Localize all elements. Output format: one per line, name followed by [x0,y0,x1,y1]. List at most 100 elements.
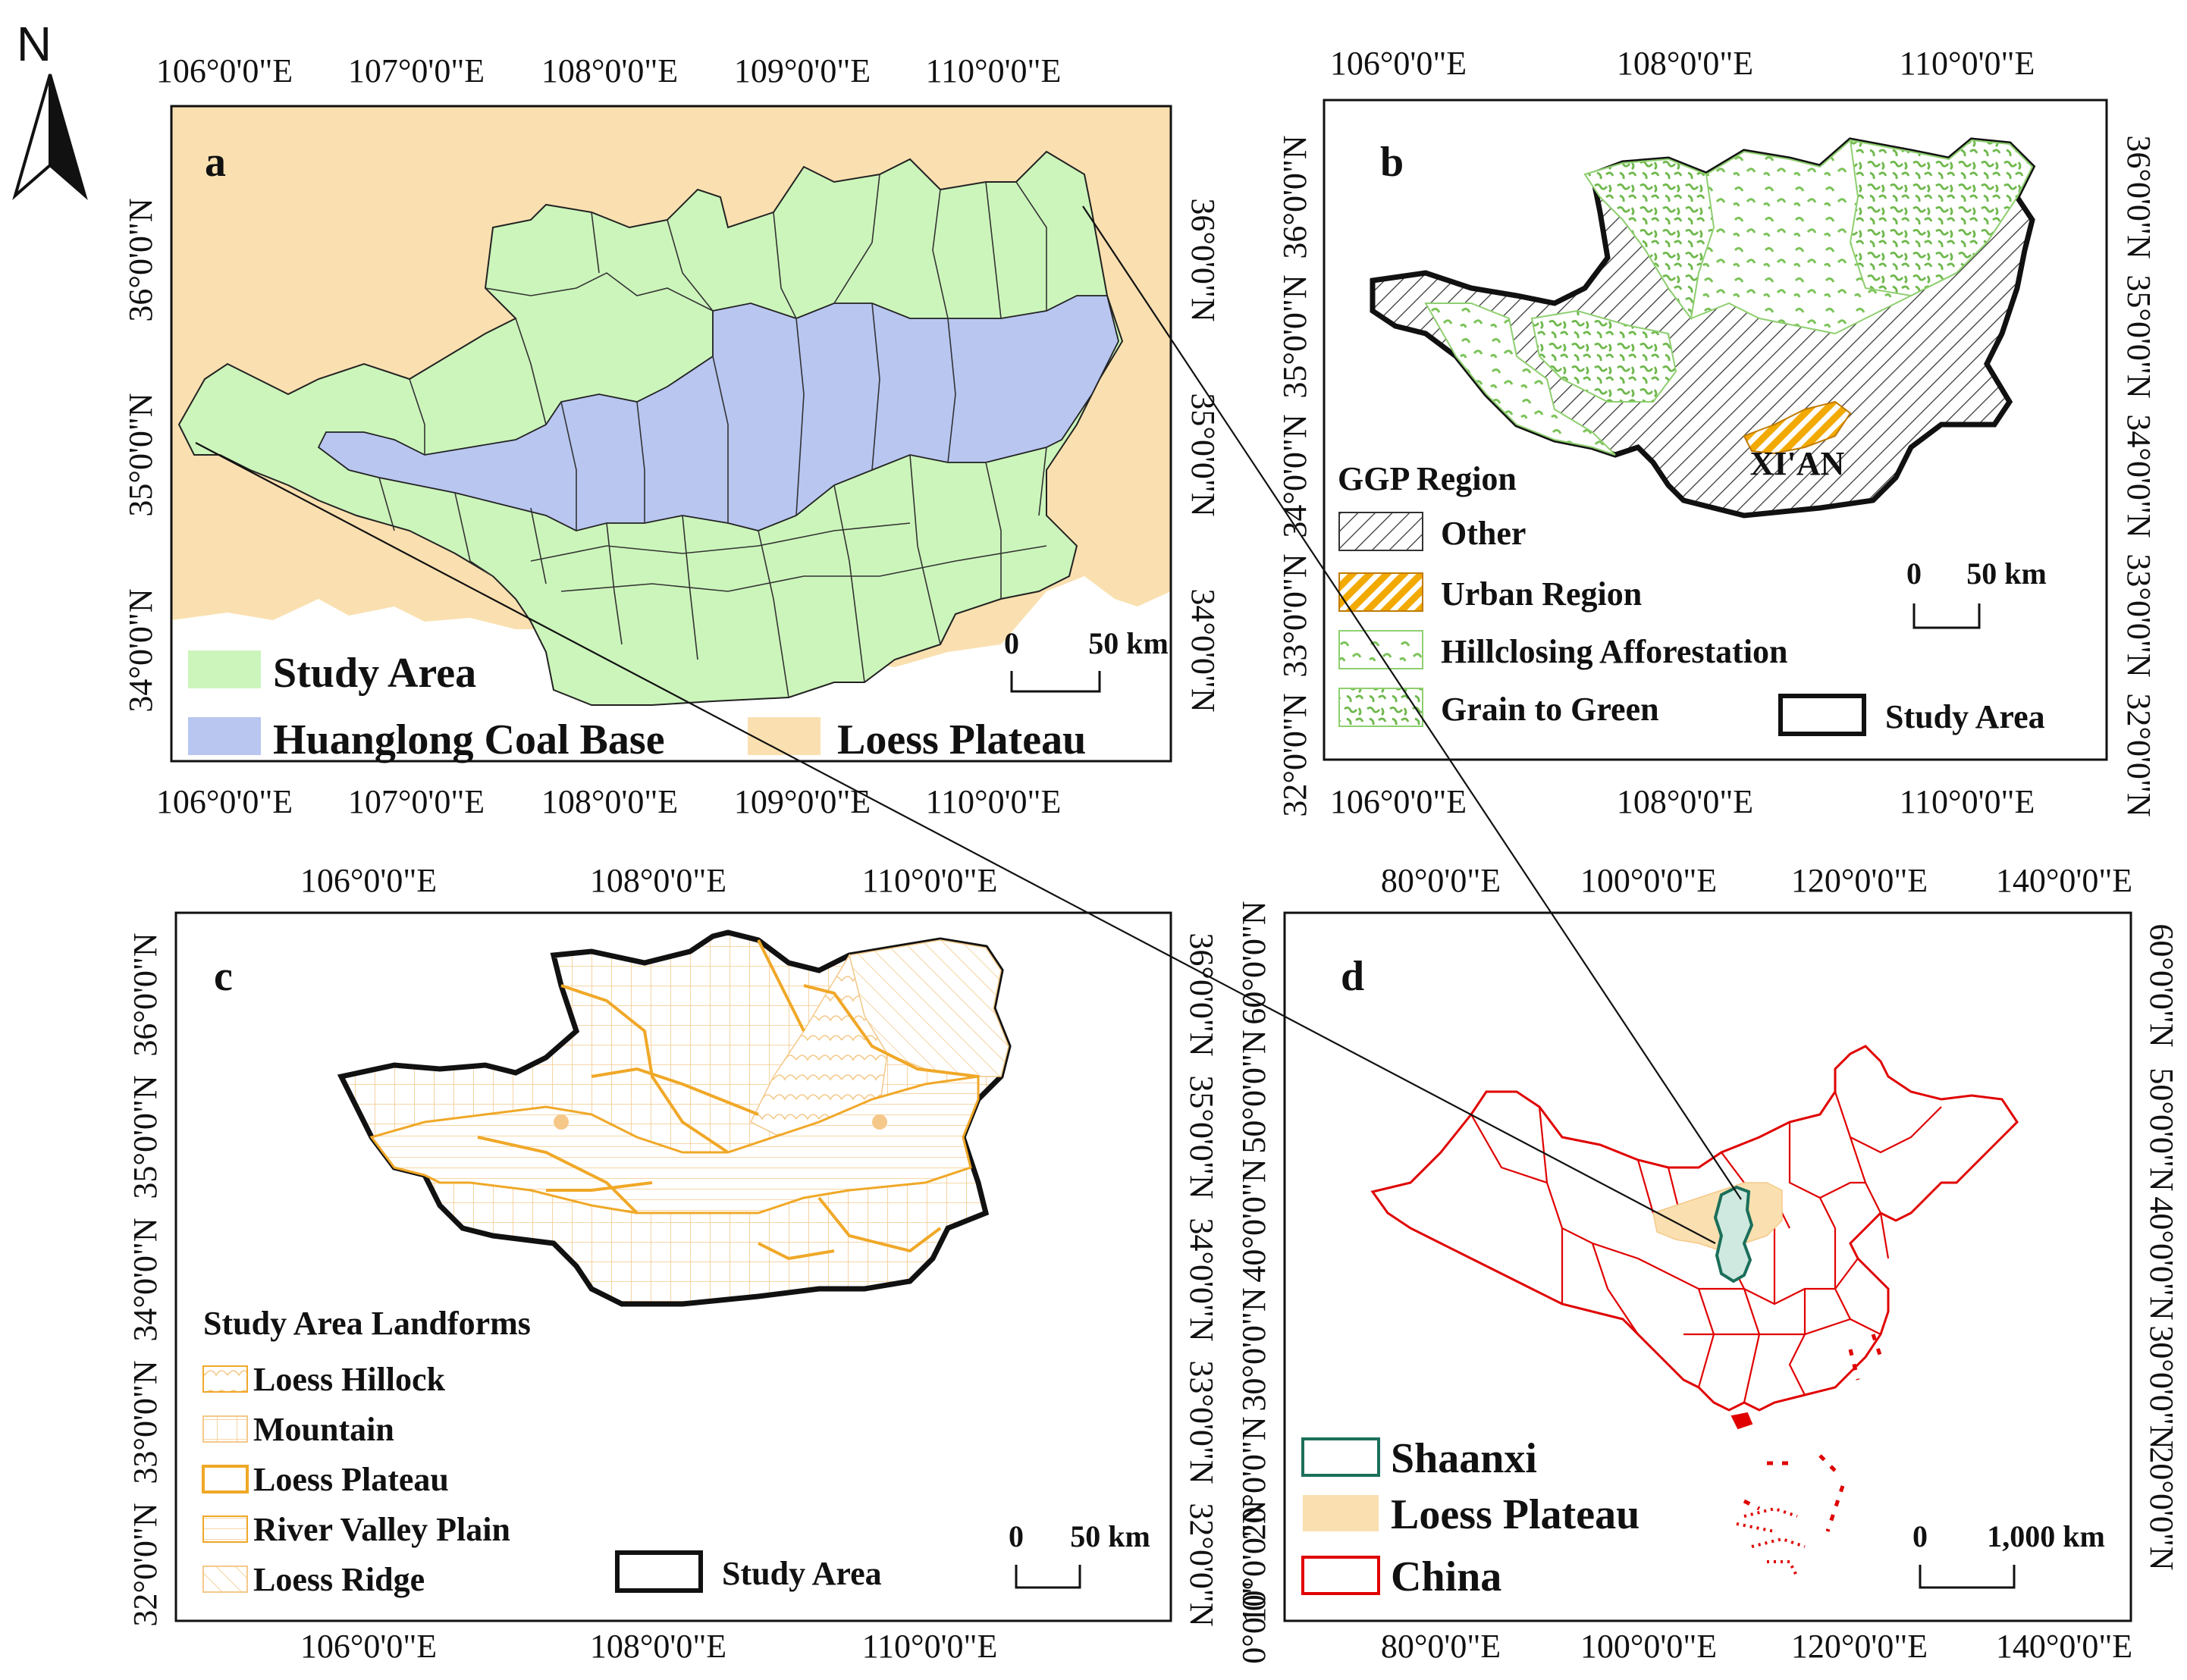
scale-a-bar [1010,671,1101,693]
legend-b-grain-green-label: Grain to Green [1441,691,1659,728]
connector-line-upper [1082,205,1742,1200]
tick-b-right-32: 32°0'0"N [2120,693,2157,816]
legend-c-valley-swatch [202,1515,248,1543]
tick-a-bottom-106: 106°0'0"E [156,783,293,820]
tick-b-left-33: 33°0'0"N [1276,553,1313,677]
panel-a: a Study Area Huanglong Coal Base Loess P… [122,52,1222,820]
north-arrow: N [12,17,88,200]
tick-b-left-34: 34°0'0"N [1276,414,1313,538]
tick-c-left-34: 34°0'0"N [127,1218,164,1341]
legend-d-china-label: China [1391,1553,1501,1600]
panel-b-afforestation-west [1424,302,1616,456]
tick-b-top-110: 110°0'0"E [1900,45,2035,82]
tick-c-right-35: 35°0'0"N [1183,1075,1220,1199]
tick-a-bottom-110: 110°0'0"E [926,783,1062,820]
tick-a-top-107: 107°0'0"E [348,52,485,89]
tick-d-left-40: 40°0'0"N [1235,1158,1272,1282]
legend-b-urban-swatch [1338,572,1423,612]
legend-b-study-area-label: Study Area [1885,698,2045,735]
panel-c-dot-east [872,1114,887,1130]
tick-c-left-32: 32°0'0"N [127,1503,164,1626]
legend-c-hillock-label: Loess Hillock [253,1361,446,1398]
tick-d-top-120: 120°0'0"E [1791,862,1928,899]
tick-c-left-35: 35°0'0"N [127,1075,164,1199]
panel-b-label: b [1380,139,1404,186]
tick-d-right-50: 50°0'0"N [2143,1067,2180,1191]
panel-d-islands [1743,1334,1883,1532]
legend-d-china-swatch [1301,1556,1380,1595]
tick-b-top-108: 108°0'0"E [1617,45,1753,82]
panel-d-label: d [1341,953,1364,1000]
legend-b-study-area-swatch [1778,694,1866,736]
tick-a-top-106: 106°0'0"E [156,52,293,89]
legend-c-ridge-swatch [202,1566,248,1593]
tick-d-right-40: 40°0'0"N [2143,1196,2180,1320]
tick-b-bottom-108: 108°0'0"E [1617,783,1753,820]
tick-b-right-33: 33°0'0"N [2120,553,2157,677]
legend-c-ridge-label: Loess Ridge [253,1561,425,1598]
tick-c-left-33: 33°0'0"N [127,1360,164,1484]
panel-b-urban-xian [1743,400,1852,455]
tick-b-left-32: 32°0'0"N [1276,693,1313,816]
panel-a-county-lines [378,174,1047,698]
tick-d-left-10: 10°0'0"N [1235,1500,1272,1623]
tick-a-bottom-109: 109°0'0"E [734,783,871,820]
tick-c-top-108: 108°0'0"E [590,862,726,899]
legend-a-loess-label: Loess Plateau [837,716,1086,763]
scale-d-zero: 0 [1912,1519,1928,1553]
legend-b-grain-green-swatch [1338,688,1423,727]
tick-c-right-33: 33°0'0"N [1183,1360,1220,1484]
tick-b-top-106: 106°0'0"E [1330,45,1467,82]
legend-a-coal-base-swatch [188,717,261,755]
tick-d-bottom-80: 80°0'0"E [1381,1628,1501,1665]
tick-a-left-36: 36°0'0"N [122,198,159,321]
tick-d-bottom-100: 100°0'0"E [1580,1628,1717,1665]
scale-c-zero: 0 [1009,1519,1024,1553]
scale-a-zero: 0 [1004,626,1019,660]
panel-a-label: a [205,139,226,186]
panel-d-shaanxi [1713,1185,1754,1284]
scale-d-bar [1919,1565,2016,1589]
panel-c-loess-plateau-lines [477,939,979,1261]
city-label-xian: XI'AN [1750,445,1845,482]
panel-d: d Shaanxi Loess Plateau China 0 1,000 km… [1235,862,2180,1665]
north-arrow-right-half [49,74,88,200]
tick-a-left-35: 35°0'0"N [122,393,159,516]
tick-c-bottom-110: 110°0'0"E [862,1628,998,1665]
tick-d-top-100: 100°0'0"E [1580,862,1717,899]
tick-d-right-20: 20°0'0"N [2143,1446,2180,1570]
legend-d-shaanxi-swatch [1301,1437,1380,1477]
legend-c-mountain-swatch [202,1415,248,1443]
tick-d-left-20: 20°0'0"N [1235,1416,1272,1540]
legend-b-afforestation-swatch [1338,630,1423,669]
legend-c-valley-label: River Valley Plain [253,1511,510,1548]
panel-b-grain-green-west [1530,309,1677,403]
tick-d-left-0: 0°0'0" [1235,1581,1272,1663]
legend-c-mountain-label: Mountain [253,1411,394,1448]
panel-d-province-lines [1470,1091,1942,1403]
tick-c-bottom-108: 108°0'0"E [590,1628,726,1665]
panel-c-dot-west [554,1114,569,1130]
north-label: N [17,17,52,71]
tick-d-left-60: 60°0'0"N [1235,901,1272,1024]
legend-c-plateau-swatch [202,1465,249,1494]
tick-d-top-80: 80°0'0"E [1381,862,1501,899]
legend-b-other-label: Other [1441,515,1526,552]
tick-a-right-34: 34°0'0"N [1184,588,1222,712]
tick-b-bottom-110: 110°0'0"E [1900,783,2035,820]
legend-d-shaanxi-label: Shaanxi [1391,1435,1537,1482]
panel-a-frame [170,105,1172,763]
tick-b-right-34: 34°0'0"N [2120,414,2157,538]
scale-c-distance: 50 km [1070,1519,1150,1553]
legend-c-study-area-swatch [615,1550,703,1593]
legend-b-urban-label: Urban Region [1441,575,1642,613]
tick-d-right-30: 30°0'0"N [2143,1325,2180,1449]
panel-b-grain-green-north [1583,158,1715,321]
tick-c-left-36: 36°0'0"N [127,932,164,1056]
legend-c-study-area-label: Study Area [722,1555,882,1592]
tick-a-bottom-108: 108°0'0"E [541,783,678,820]
legend-d-loess-swatch [1303,1495,1379,1531]
tick-d-bottom-140: 140°0'0"E [1996,1628,2132,1665]
tick-c-top-106: 106°0'0"E [300,862,437,899]
tick-d-top-140: 140°0'0"E [1996,862,2132,899]
